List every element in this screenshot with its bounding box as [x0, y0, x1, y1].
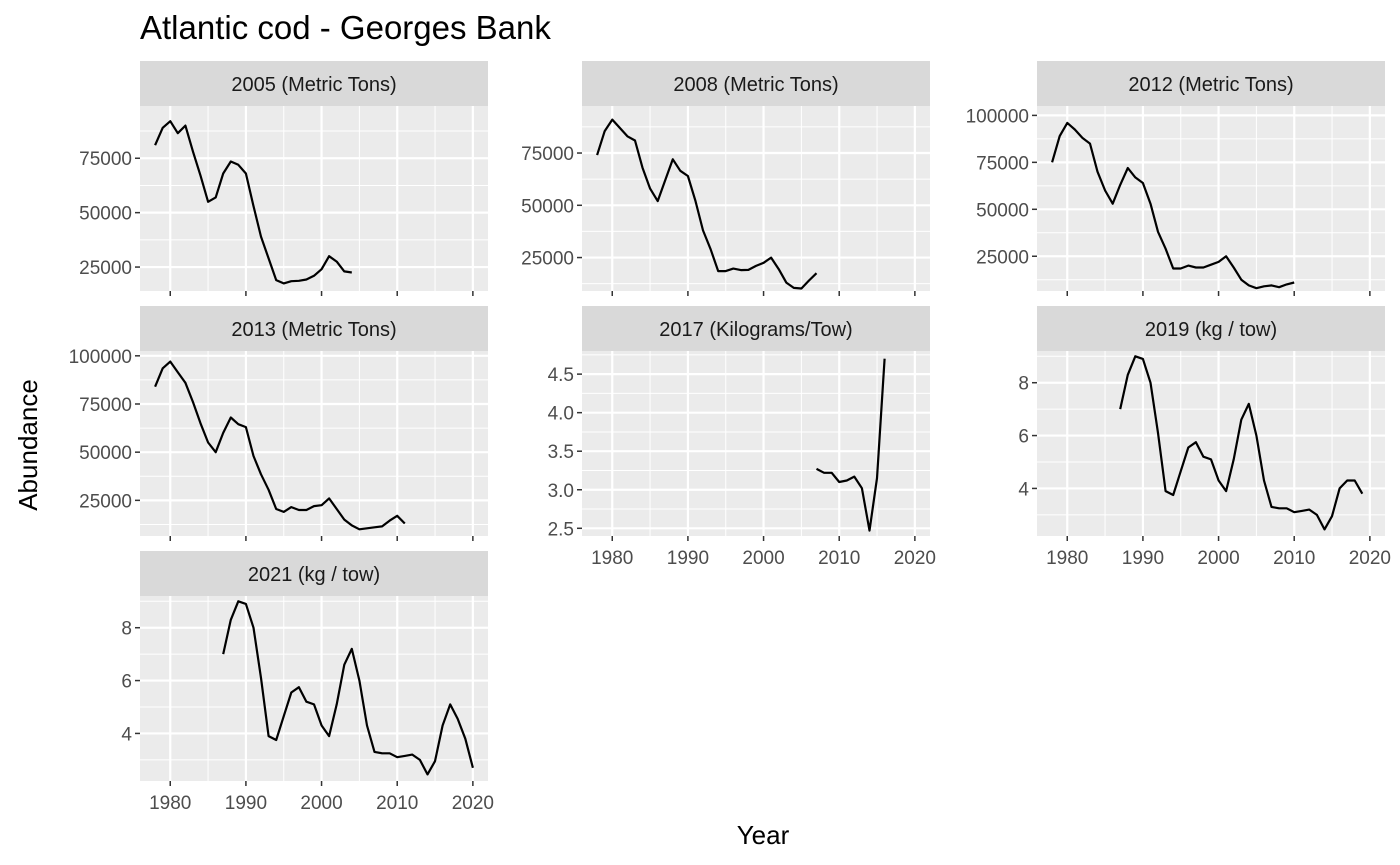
- x-tick-label: 2010: [818, 548, 860, 569]
- y-tick-label: 3.0: [548, 481, 574, 502]
- y-tick-label: 100000: [69, 347, 132, 368]
- facet-strip: [140, 306, 488, 351]
- facet-panel: 2021 (kg / tow) 4 6 8 1980 1990 2000 2010 2020: [121, 551, 494, 814]
- x-tick-label: 1980: [1046, 548, 1088, 569]
- series-line: [154, 120, 352, 285]
- y-tick-label: 25000: [79, 491, 132, 512]
- facet-strip-label: 2021 (kg / tow): [248, 564, 380, 586]
- facet-strip: [582, 61, 930, 106]
- series-line: [222, 600, 474, 776]
- x-tick-label: 2010: [1273, 548, 1315, 569]
- series-line: [1051, 121, 1295, 290]
- facet-strip: [140, 551, 488, 596]
- x-tick-label: 1990: [1122, 548, 1164, 569]
- y-tick-label: 50000: [79, 443, 132, 464]
- y-tick-label: 75000: [521, 144, 574, 165]
- x-tick-label: 2000: [300, 793, 342, 814]
- facet-strip-label: 2005 (Metric Tons): [231, 74, 396, 96]
- x-tick-label: 2000: [742, 548, 784, 569]
- y-tick-label: 75000: [976, 153, 1029, 174]
- y-tick-label: 3.5: [548, 442, 574, 463]
- y-tick-label: 6: [1018, 427, 1029, 448]
- x-tick-label: 1990: [225, 793, 267, 814]
- facet-panel: 2008 (Metric Tons) 25000 50000 75000: [521, 61, 930, 296]
- chart-title: Atlantic cod - Georges Bank: [140, 9, 551, 46]
- y-tick-label: 8: [121, 619, 132, 640]
- y-tick-label: 4: [1018, 479, 1029, 500]
- facet-strip: [1037, 61, 1385, 106]
- y-tick-label: 4.5: [548, 365, 574, 386]
- facet-strip-label: 2013 (Metric Tons): [231, 319, 396, 341]
- y-tick-label: 50000: [79, 204, 132, 225]
- y-tick-label: 75000: [79, 395, 132, 416]
- facet-strip-label: 2012 (Metric Tons): [1128, 74, 1293, 96]
- facet-strip: [140, 61, 488, 106]
- y-tick-label: 25000: [521, 249, 574, 270]
- panel-background: [140, 351, 488, 536]
- x-tick-label: 1980: [149, 793, 191, 814]
- facet-strip-label: 2019 (kg / tow): [1145, 319, 1277, 341]
- facet-panel: 2005 (Metric Tons) 25000 50000 75000: [79, 61, 488, 296]
- x-tick-label: 1980: [591, 548, 633, 569]
- series-line: [596, 118, 818, 290]
- y-tick-label: 25000: [79, 258, 132, 279]
- y-tick-label: 4.0: [548, 404, 574, 425]
- y-tick-label: 6: [121, 672, 132, 693]
- facet-panel: 2019 (kg / tow) 4 6 8 1980 1990 2000 2010 2020: [1018, 306, 1391, 569]
- x-tick-label: 2000: [1197, 548, 1239, 569]
- x-tick-label: 2020: [1349, 548, 1391, 569]
- x-axis-title: Year: [737, 820, 790, 850]
- x-tick-label: 2010: [376, 793, 418, 814]
- y-tick-label: 8: [1018, 374, 1029, 395]
- y-tick-label: 50000: [976, 200, 1029, 221]
- facet-strip: [582, 306, 930, 351]
- panel-background: [1037, 106, 1385, 291]
- y-tick-label: 100000: [966, 106, 1029, 127]
- panel-background: [582, 106, 930, 291]
- y-tick-label: 50000: [521, 196, 574, 217]
- facet-strip-label: 2008 (Metric Tons): [673, 74, 838, 96]
- x-tick-label: 1990: [667, 548, 709, 569]
- series-line: [1119, 355, 1364, 531]
- panel-background: [140, 106, 488, 291]
- y-tick-label: 75000: [79, 149, 132, 170]
- series-line: [154, 360, 406, 531]
- y-tick-label: 25000: [976, 247, 1029, 268]
- facet-panel: 2017 (Kilograms/Tow) 2.5 3.0 3.5 4.0 4.5 1980 1…: [548, 306, 936, 569]
- panel-background: [1037, 351, 1385, 536]
- series-line: [815, 358, 886, 532]
- y-tick-label: 2.5: [548, 519, 574, 540]
- x-tick-label: 2020: [894, 548, 936, 569]
- panel-background: [582, 351, 930, 536]
- x-tick-label: 2020: [452, 793, 494, 814]
- y-axis-title: Abundance: [13, 379, 43, 511]
- facet-panel: 2012 (Metric Tons) 25000 50000 75000 100000: [966, 61, 1385, 296]
- facet-strip: [1037, 306, 1385, 351]
- facet-panel: 2013 (Metric Tons) 25000 50000 75000 100000: [69, 306, 488, 541]
- facet-strip-label: 2017 (Kilograms/Tow): [659, 319, 852, 341]
- y-tick-label: 4: [121, 724, 132, 745]
